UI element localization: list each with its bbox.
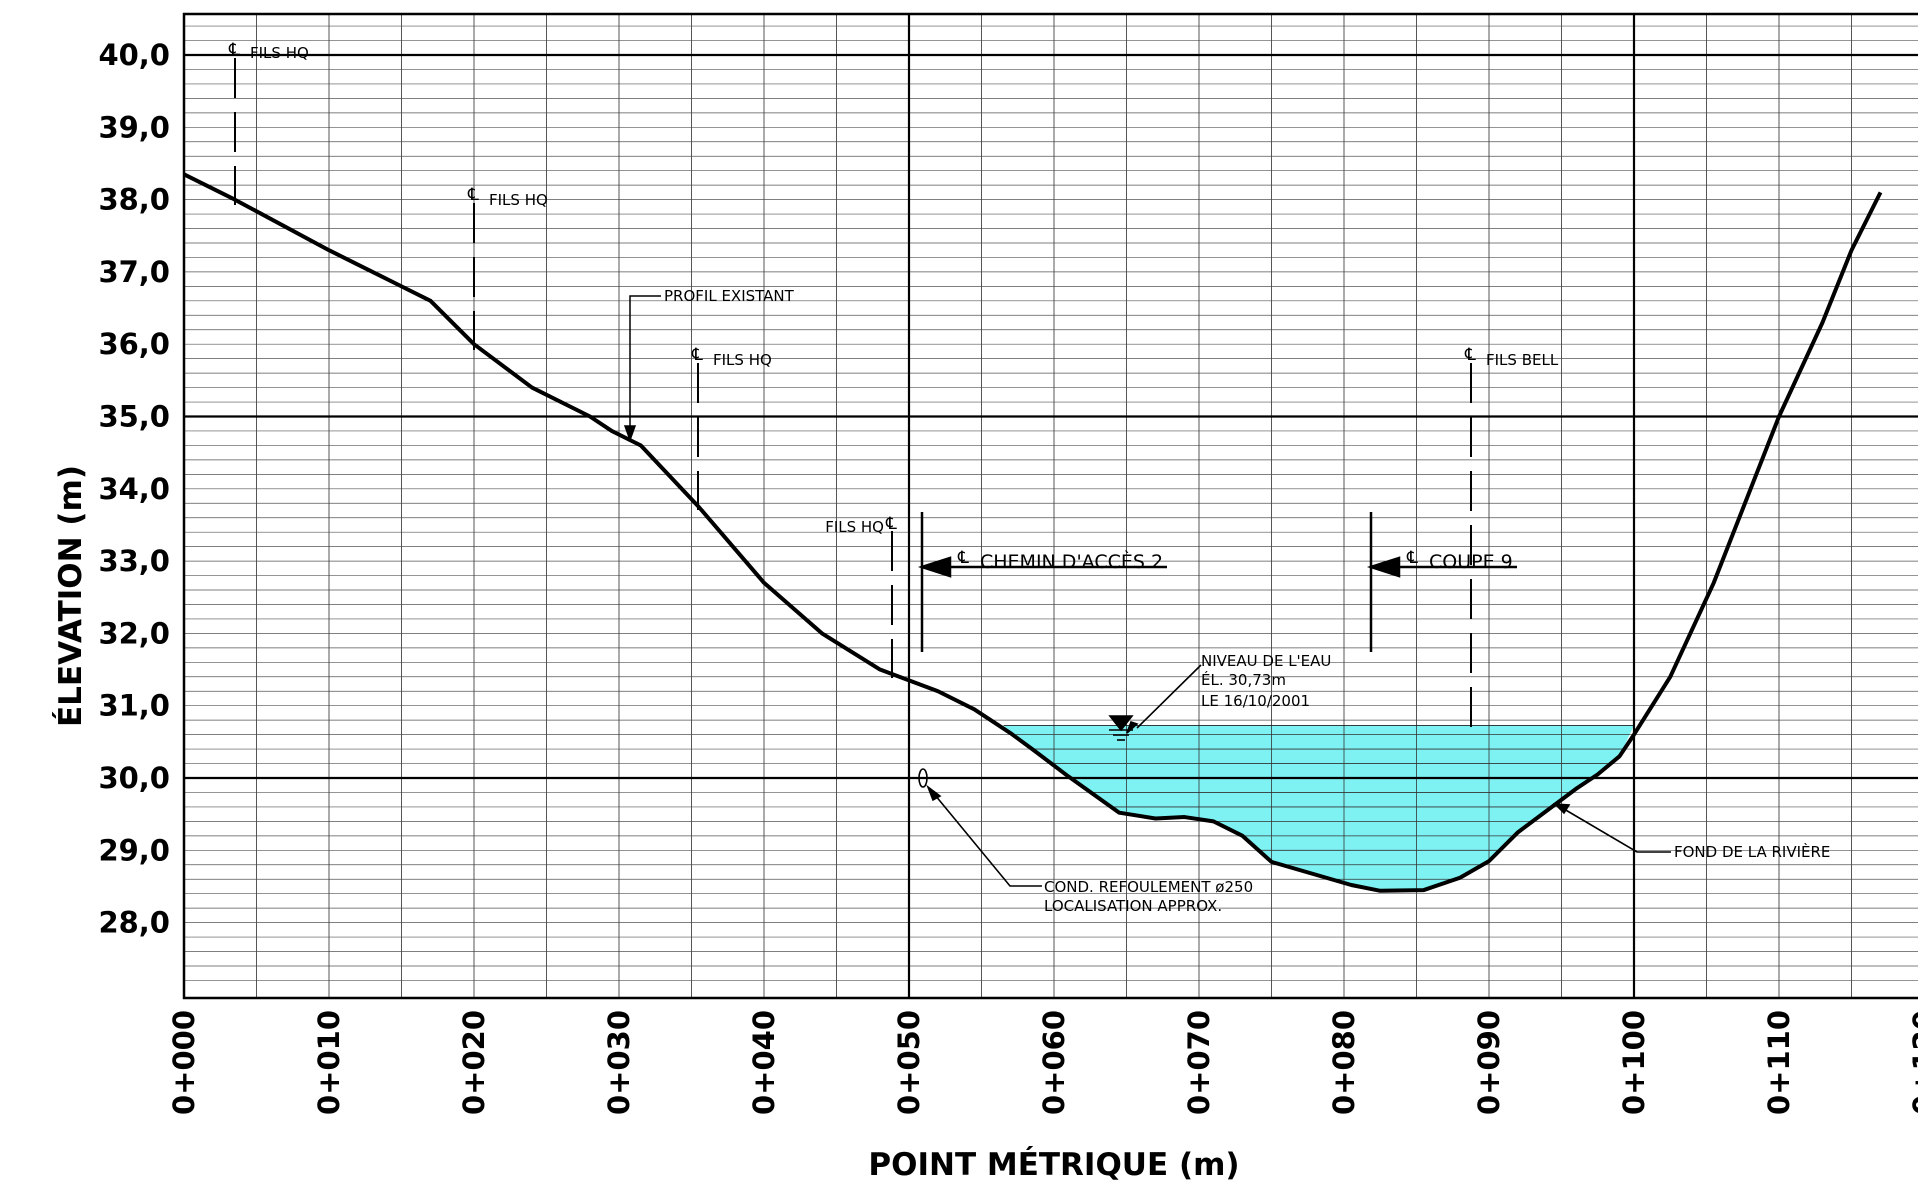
tick-labels: 28,0 29,0 30,0 31,0 32,0 33,0 34,0 35,0 36,0 37,0… xyxy=(98,38,1918,1115)
y-tick-label: 28,0 xyxy=(98,906,170,940)
centerline-symbol: ℄ xyxy=(1406,548,1418,568)
y-tick-label: 29,0 xyxy=(98,833,170,867)
centerline-symbol: ℄ xyxy=(691,345,703,365)
x-tick-label: 0+110 xyxy=(1762,1010,1796,1115)
centerline-symbol: ℄ xyxy=(1464,345,1476,365)
centerline-symbol: ℄ xyxy=(957,548,969,568)
coupe-label: COUPE 9 xyxy=(1429,551,1513,573)
coupe-marker xyxy=(1366,512,1517,652)
y-tick-label: 36,0 xyxy=(98,327,170,361)
y-axis-title: ÉLEVATION (m) xyxy=(53,465,89,727)
chemin-acces-label: CHEMIN D'ACCÈS 2 xyxy=(980,550,1163,573)
y-tick-label: 34,0 xyxy=(98,472,170,506)
water-level-label-3: LE 16/10/2001 xyxy=(1201,692,1310,710)
centerline-symbol: ℄ xyxy=(228,40,240,60)
x-tick-label: 0+080 xyxy=(1327,1010,1361,1115)
y-tick-label: 32,0 xyxy=(98,616,170,650)
y-tick-label: 33,0 xyxy=(98,544,170,578)
fils-hq-label-1: FILS HQ xyxy=(250,44,309,62)
y-tick-label: 35,0 xyxy=(98,400,170,434)
y-tick-label: 30,0 xyxy=(98,761,170,795)
x-tick-label: 0+040 xyxy=(747,1010,781,1115)
x-tick-label: 0+070 xyxy=(1182,1010,1216,1115)
x-tick-label: 0+000 xyxy=(167,1010,201,1115)
x-axis-title: POINT MÉTRIQUE (m) xyxy=(868,1147,1239,1183)
major-grid xyxy=(184,14,1918,998)
grid xyxy=(184,14,1918,998)
water-area xyxy=(1003,725,1634,891)
y-tick-label: 39,0 xyxy=(98,110,170,144)
fond-riviere-leader xyxy=(1552,803,1671,853)
ground-profile-line xyxy=(183,172,1883,893)
profil-existant-label: PROFIL EXISTANT xyxy=(664,287,795,305)
centerline-symbol: ℄ xyxy=(467,185,479,205)
y-tick-label: 37,0 xyxy=(98,255,170,289)
conduit-label-1: COND. REFOULEMENT ø250 xyxy=(1044,878,1253,896)
x-tick-label: 0+030 xyxy=(602,1010,636,1115)
x-tick-label: 0+010 xyxy=(312,1010,346,1115)
water-level-label-1: NIVEAU DE L'EAU xyxy=(1201,652,1331,670)
x-tick-label: 0+120 xyxy=(1907,1010,1918,1115)
conduit-marker xyxy=(918,768,1042,887)
y-tick-label: 31,0 xyxy=(98,689,170,723)
fils-hq-label-3: FILS HQ xyxy=(713,351,772,369)
profil-existant-leader xyxy=(623,295,661,443)
conduit-label-2: LOCALISATION APPROX. xyxy=(1044,897,1222,915)
plot-frame xyxy=(182,12,1918,1000)
fils-hq-label-2: FILS HQ xyxy=(489,191,548,209)
y-tick-label: 38,0 xyxy=(98,183,170,217)
chemin-acces-marker xyxy=(917,512,1167,652)
x-tick-label: 0+100 xyxy=(1617,1010,1651,1115)
profile-points xyxy=(184,174,1881,891)
x-tick-label: 0+090 xyxy=(1472,1010,1506,1115)
fils-bell-label: FILS BELL xyxy=(1486,351,1559,369)
water-level-label-2: ÉL. 30,73m xyxy=(1201,670,1286,689)
y-tick-label: 40,0 xyxy=(98,38,170,72)
x-tick-label: 0+050 xyxy=(892,1010,926,1115)
fond-riviere-label: FOND DE LA RIVIÈRE xyxy=(1674,842,1830,861)
x-tick-label: 0+060 xyxy=(1037,1010,1071,1115)
water-level-marker xyxy=(1108,664,1202,741)
fils-hq-label-4: FILS HQ xyxy=(825,518,884,536)
x-tick-label: 0+020 xyxy=(457,1010,491,1115)
centerline-symbol: ℄ xyxy=(885,514,897,534)
